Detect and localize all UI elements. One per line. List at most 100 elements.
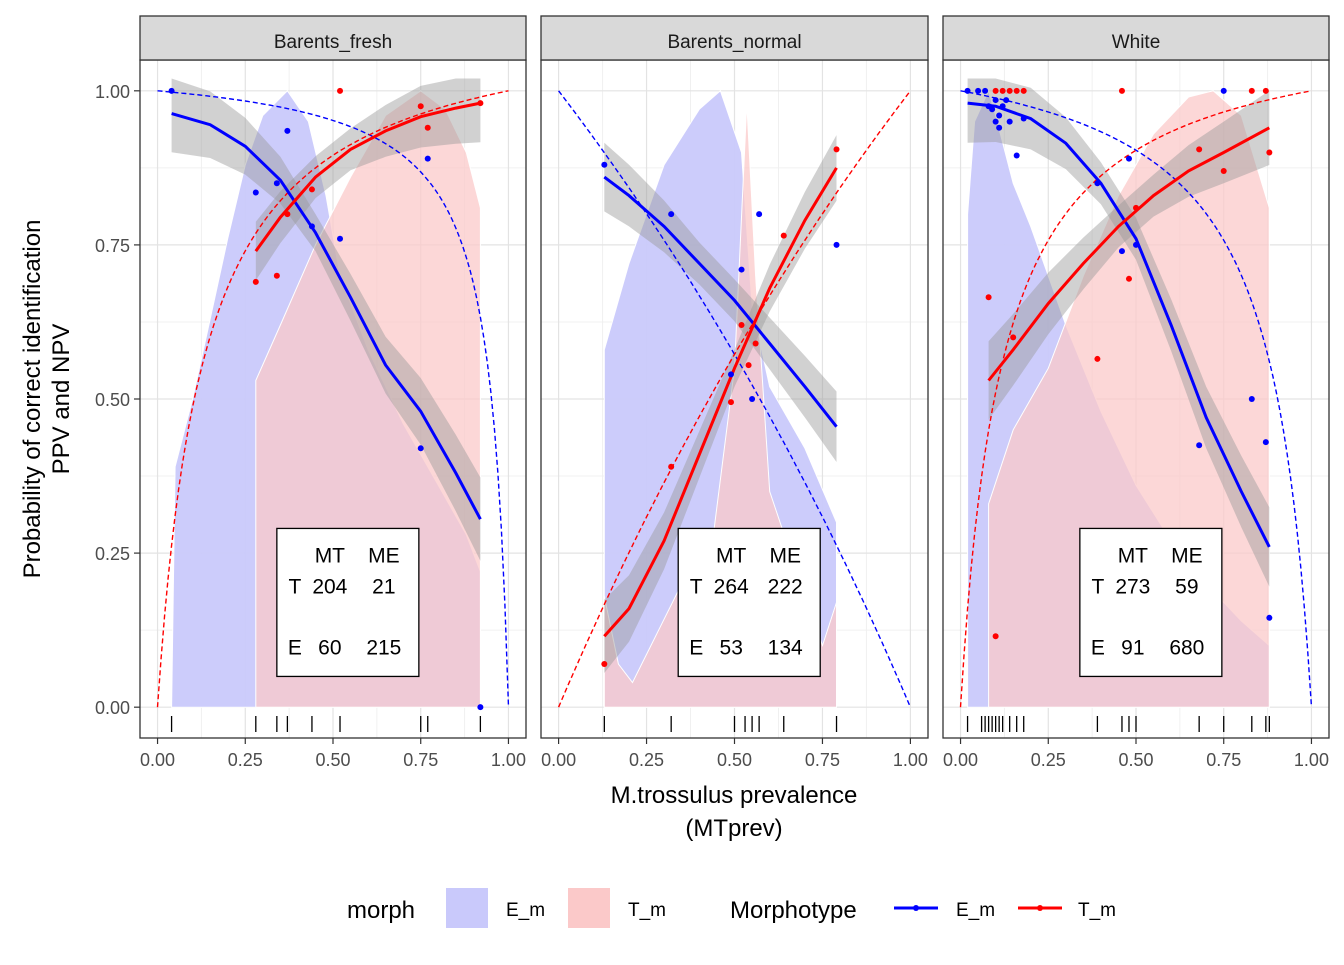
- data-point-T_m: [992, 87, 999, 94]
- data-point-E_m: [252, 189, 259, 196]
- data-point-T_m: [1248, 87, 1255, 94]
- data-point-E_m: [668, 211, 675, 218]
- data-point-T_m: [833, 146, 840, 153]
- data-point-T_m: [1094, 355, 1101, 362]
- data-point-E_m: [989, 106, 996, 113]
- fit-line-E_m: [603, 175, 838, 428]
- table-row-label: T: [288, 575, 301, 598]
- data-point-E_m: [1262, 439, 1269, 446]
- table-col-header: MT: [315, 544, 345, 567]
- confusion-table-box: [677, 527, 821, 678]
- x-tick-label: 0.25: [228, 750, 263, 770]
- table-col-header: ME: [769, 544, 801, 567]
- data-point-T_m: [1133, 204, 1139, 211]
- x-tick-label: 0.50: [1118, 750, 1153, 770]
- data-point-E_m: [601, 161, 608, 168]
- facet-strip: [139, 15, 527, 61]
- data-point-E_m: [964, 87, 971, 94]
- ppv-curve-E_m: [558, 90, 912, 708]
- confidence-band-E_m: [604, 142, 837, 463]
- data-point-T_m: [273, 272, 280, 279]
- legend-title-morphotype: Morphotype: [730, 897, 857, 924]
- data-point-T_m: [1010, 334, 1017, 341]
- data-point-T_m: [1196, 146, 1203, 153]
- x-tick-label: 1.00: [491, 750, 526, 770]
- data-point-T_m: [477, 100, 484, 107]
- facet-strip: [942, 15, 1330, 61]
- table-row-label: T: [1091, 575, 1104, 598]
- y-tick-label: 0.25: [95, 544, 130, 564]
- data-point-T_m: [985, 294, 992, 301]
- y-tick-label: 0.50: [95, 390, 130, 410]
- x-tick-label: 0.50: [717, 750, 752, 770]
- x-tick-label: 1.00: [893, 750, 928, 770]
- table-col-header: ME: [1171, 544, 1203, 567]
- table-cell: 21: [372, 575, 395, 598]
- table-cell: 134: [768, 636, 803, 659]
- data-point-T_m: [308, 186, 315, 193]
- x-tick-label: 0.25: [1031, 750, 1066, 770]
- data-point-E_m: [975, 87, 982, 94]
- ppv-curve-E_m: [157, 90, 510, 708]
- data-point-E_m: [1125, 155, 1132, 162]
- data-point-T_m: [668, 463, 675, 470]
- data-point-E_m: [1248, 396, 1255, 402]
- data-point-E_m: [417, 445, 424, 452]
- data-point-E_m: [1003, 97, 1010, 104]
- data-point-T_m: [1220, 167, 1227, 174]
- data-point-E_m: [982, 87, 989, 94]
- data-point-T_m: [745, 362, 752, 369]
- data-point-E_m: [1220, 87, 1227, 94]
- y-tick-label: 0.75: [95, 236, 130, 256]
- legend-label: T_m: [628, 900, 666, 921]
- table-cell: 204: [312, 575, 347, 598]
- data-point-T_m: [752, 340, 759, 347]
- data-point-E_m: [756, 211, 763, 218]
- x-axis-title-line2: (MTprev): [685, 815, 782, 842]
- facet-title: Barents_normal: [667, 32, 801, 53]
- x-tick-label: 0.00: [140, 750, 175, 770]
- facet-title: Barents_fresh: [274, 32, 392, 53]
- x-tick-label: 0.00: [541, 750, 576, 770]
- x-tick-label: 0.50: [315, 750, 350, 770]
- data-point-T_m: [780, 232, 787, 239]
- data-point-E_m: [999, 103, 1006, 110]
- y-axis-title-line2: PPV and NPV: [48, 324, 75, 475]
- table-cell: 222: [768, 575, 803, 598]
- table-row-label: E: [288, 636, 302, 659]
- data-point-T_m: [1262, 87, 1269, 94]
- data-point-T_m: [1006, 87, 1013, 94]
- facet-title: White: [1112, 32, 1161, 53]
- data-point-E_m: [1133, 241, 1139, 248]
- table-cell: 680: [1169, 636, 1204, 659]
- ppv-curve-T_m: [557, 90, 911, 708]
- data-point-T_m: [1020, 87, 1027, 94]
- data-point-E_m: [1013, 152, 1020, 159]
- data-point-E_m: [308, 223, 315, 230]
- table-col-header: MT: [716, 544, 746, 567]
- data-point-E_m: [1020, 115, 1027, 122]
- legend-key-point-T_m: [1037, 905, 1043, 911]
- confusion-table-box: [1079, 527, 1223, 678]
- y-tick-label: 1.00: [95, 82, 130, 102]
- data-point-T_m: [252, 278, 259, 285]
- data-point-E_m: [1094, 180, 1101, 187]
- data-point-T_m: [337, 87, 344, 94]
- legend-key-point-E_m: [913, 905, 919, 911]
- y-axis-title-line1: Probability of correct identification: [19, 220, 46, 579]
- data-point-E_m: [337, 235, 344, 242]
- data-point-T_m: [424, 124, 431, 131]
- data-point-E_m: [273, 180, 280, 187]
- fit-line-E_m: [171, 112, 482, 520]
- data-point-E_m: [1006, 118, 1013, 125]
- facet-strip: [540, 15, 929, 61]
- ppv-curve-T_m: [156, 90, 509, 708]
- data-point-T_m: [1013, 87, 1020, 94]
- data-point-E_m: [996, 124, 1003, 131]
- data-point-E_m: [1118, 248, 1125, 255]
- data-point-T_m: [417, 103, 424, 110]
- data-point-E_m: [996, 112, 1003, 119]
- confidence-band-T_m: [255, 78, 481, 281]
- table-row-label: T: [690, 575, 703, 598]
